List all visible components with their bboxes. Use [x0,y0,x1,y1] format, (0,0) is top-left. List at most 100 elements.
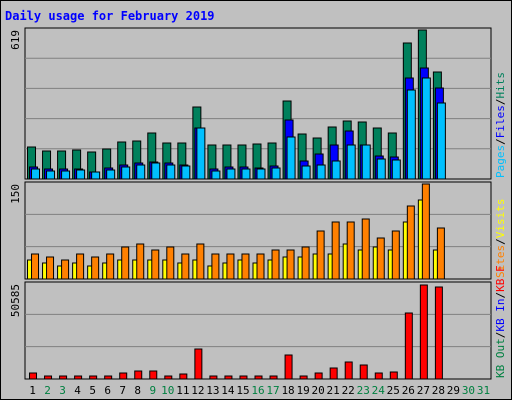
bar-pages-day-1 [31,168,41,180]
bar-pages-day-15 [241,168,251,180]
legend-entry: KB In [494,299,507,332]
bar-kbf-day-17 [269,375,278,380]
bar-kbf-day-20 [314,372,323,380]
bar-kbf-day-19 [299,375,308,380]
bar-kbf-day-2 [44,375,53,380]
x-tick-label: 7 [119,384,126,397]
x-tick-label: 17 [266,384,279,397]
bar-pages-day-13 [211,170,221,180]
bar-pages-day-20 [316,164,326,180]
legend-entry: KB Out [494,338,507,378]
x-tick-label: 6 [104,384,111,397]
bar-sites-day-24 [376,237,385,280]
bar-kbf-day-7 [119,372,128,380]
legend-entry: Files [494,105,507,138]
x-tick-label: 12 [191,384,204,397]
bar-pages-day-14 [226,168,236,180]
legend-separator: / [494,138,507,145]
x-tick-label: 16 [251,384,264,397]
y-max-label-hits-files-pages: 619 [9,30,22,50]
bar-sites-day-26 [406,205,415,280]
legend-visits-sites: Sites/Visits [494,199,507,279]
bar-kbf-day-1 [29,372,38,380]
bar-sites-day-19 [301,246,310,280]
x-tick-label: 13 [206,384,219,397]
bar-sites-day-28 [436,227,445,280]
bar-sites-day-10 [166,246,175,280]
bar-pages-day-24 [376,158,386,180]
bar-sites-day-20 [316,230,325,280]
bar-kbf-day-23 [359,364,368,380]
bar-pages-day-9 [151,162,161,180]
bar-sites-day-9 [151,249,160,280]
y-max-label-kb: 50585 [9,284,22,317]
panel-frame-kb [24,281,492,380]
bar-sites-day-1 [31,253,40,280]
bar-pages-day-23 [361,144,371,180]
x-tick-label: 29 [447,384,460,397]
x-tick-label: 20 [312,384,325,397]
legend-separator: / [494,99,507,106]
x-tick-label: 27 [417,384,430,397]
bar-pages-day-16 [256,168,266,180]
bar-pages-day-27 [421,77,431,180]
bar-pages-day-22 [346,144,356,180]
bar-sites-day-6 [106,253,115,280]
bar-kbf-day-4 [74,375,83,380]
bar-sites-day-14 [226,253,235,280]
bar-sites-day-2 [46,256,55,280]
bar-pages-day-7 [121,166,131,180]
x-tick-label: 15 [236,384,249,397]
bar-pages-day-12 [196,127,206,180]
bar-pages-day-25 [391,159,401,180]
x-tick-label: 30 [462,384,475,397]
bar-pages-day-26 [406,89,416,180]
bar-kbf-day-6 [104,375,113,380]
bar-kbf-day-12 [194,348,203,380]
x-tick-label: 24 [372,384,386,397]
x-tick-label: 10 [161,384,174,397]
bar-pages-day-10 [166,164,176,180]
bar-sites-day-3 [61,259,70,280]
bar-pages-day-21 [331,160,341,180]
legend-entry: Hits [494,72,507,99]
bar-sites-day-8 [136,243,145,280]
legend-entry: KB F [494,265,507,292]
bar-kbf-day-28 [434,286,443,380]
bar-kbf-day-27 [419,284,428,380]
x-tick-label: 2 [44,384,51,397]
legend-separator: / [494,332,507,339]
bar-pages-day-4 [76,169,86,180]
bar-sites-day-25 [391,230,400,280]
bar-kbf-day-8 [134,370,143,380]
bar-kbf-day-13 [209,375,218,380]
bar-sites-day-12 [196,243,205,280]
bar-kbf-day-21 [329,367,338,380]
x-tick-label: 8 [134,384,141,397]
bar-pages-day-11 [181,165,191,180]
bar-kbf-day-26 [404,312,413,380]
bar-pages-day-19 [301,165,311,180]
bar-pages-day-6 [106,169,116,180]
bar-sites-day-22 [346,221,355,280]
x-tick-label: 26 [402,384,415,397]
x-tick-label: 11 [176,384,189,397]
bar-kbf-day-3 [59,375,68,380]
bar-kbf-day-25 [389,371,398,380]
bar-sites-day-17 [271,249,280,280]
bar-sites-day-21 [331,221,340,280]
x-tick-label: 3 [59,384,66,397]
bar-kbf-day-14 [224,375,233,380]
x-tick-label: 5 [89,384,96,397]
x-tick-label: 25 [387,384,400,397]
bar-pages-day-3 [61,170,71,180]
bar-sites-day-18 [286,249,295,280]
bar-kbf-day-5 [89,375,98,380]
x-tick-label: 4 [74,384,81,397]
bar-kbf-day-9 [149,370,158,380]
bar-sites-day-4 [76,253,85,280]
legend-kb: KB Out/KB In/KB F [494,265,507,378]
bar-pages-day-18 [286,136,296,180]
bar-pages-day-2 [46,170,56,180]
